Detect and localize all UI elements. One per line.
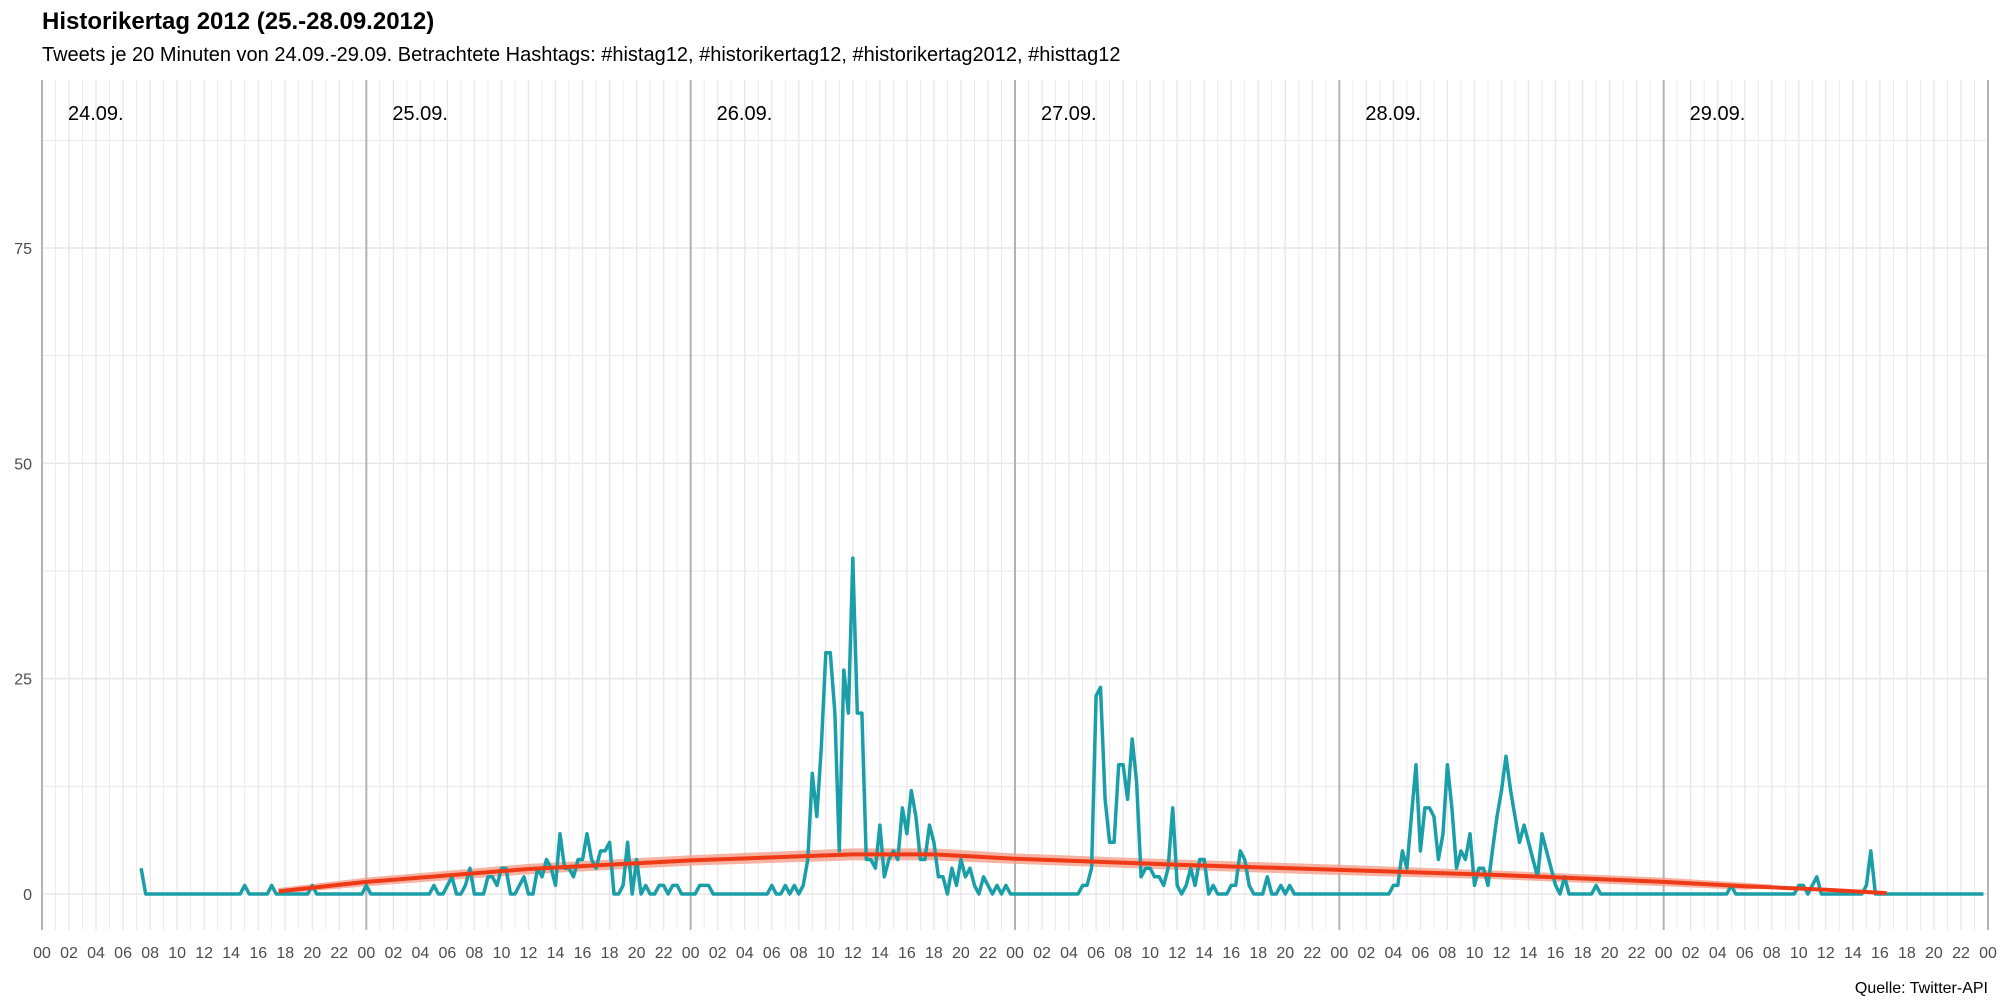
x-tick-label: 20 (1925, 945, 1943, 962)
x-tick-label: 18 (1249, 945, 1267, 962)
x-tick-label: 16 (574, 945, 592, 962)
x-tick-label: 14 (1520, 945, 1538, 962)
x-tick-label: 14 (222, 945, 240, 962)
x-tick-label: 14 (1195, 945, 1213, 962)
y-axis: 0 25 50 75 (14, 241, 32, 904)
x-tick-label: 10 (1790, 945, 1808, 962)
x-tick-label: 10 (1141, 945, 1159, 962)
x-tick-label: 04 (736, 945, 754, 962)
x-tick-label: 12 (844, 945, 862, 962)
x-tick-label: 08 (1439, 945, 1457, 962)
x-tick-label: 06 (1412, 945, 1430, 962)
trend-lines (278, 852, 1887, 896)
x-tick-label: 04 (1709, 945, 1727, 962)
day-label: 24.09. (68, 103, 124, 125)
x-tick-label: 00 (33, 945, 51, 962)
chart-title: Historikertag 2012 (25.-28.09.2012) (42, 8, 435, 35)
x-tick-label: 22 (1952, 945, 1970, 962)
x-tick-label: 16 (1222, 945, 1240, 962)
y-tick-label: 0 (23, 887, 32, 904)
x-tick-label: 22 (1303, 945, 1321, 962)
day-label: 28.09. (1365, 103, 1421, 125)
x-tick-label: 00 (357, 945, 375, 962)
x-tick-label: 10 (817, 945, 835, 962)
x-tick-label: 16 (898, 945, 916, 962)
x-tick-label: 02 (1033, 945, 1051, 962)
x-tick-label: 12 (195, 945, 213, 962)
x-tick-label: 12 (520, 945, 538, 962)
x-tick-label: 08 (1763, 945, 1781, 962)
x-tick-label: 20 (303, 945, 321, 962)
x-tick-label: 22 (979, 945, 997, 962)
x-tick-label: 12 (1493, 945, 1511, 962)
x-tick-label: 04 (411, 945, 429, 962)
x-tick-label: 10 (1466, 945, 1484, 962)
x-tick-label: 00 (682, 945, 700, 962)
x-tick-label: 22 (1628, 945, 1646, 962)
x-tick-label: 18 (1898, 945, 1916, 962)
x-tick-label: 18 (925, 945, 943, 962)
x-tick-label: 02 (709, 945, 727, 962)
x-axis: 00 02 04 06 08 10 12 14 16 18 20 22 00 02 04 06 08 10 12 14… (33, 945, 1997, 962)
chart-subtitle: Tweets je 20 Minuten von 24.09.-29.09. B… (42, 44, 1121, 66)
day-label: 29.09. (1690, 103, 1746, 125)
x-tick-label: 22 (330, 945, 348, 962)
x-tick-label: 20 (1276, 945, 1294, 962)
x-tick-label: 18 (1574, 945, 1592, 962)
x-tick-label: 02 (384, 945, 402, 962)
day-labels: 24.09. 25.09. 26.09. 27.09. 28.09. 29.09. (68, 103, 1745, 125)
x-tick-label: 00 (1655, 945, 1673, 962)
x-tick-label: 08 (466, 945, 484, 962)
x-tick-label: 02 (1357, 945, 1375, 962)
day-label: 27.09. (1041, 103, 1097, 125)
x-tick-label: 16 (1871, 945, 1889, 962)
x-tick-label: 10 (168, 945, 186, 962)
x-tick-label: 00 (1006, 945, 1024, 962)
x-tick-label: 20 (628, 945, 646, 962)
x-tick-label: 16 (249, 945, 267, 962)
x-tick-label: 08 (790, 945, 808, 962)
x-tick-label: 00 (1979, 945, 1997, 962)
x-tick-label: 06 (1087, 945, 1105, 962)
trend-band (278, 848, 1772, 894)
trend-confidence-band (278, 848, 1772, 894)
y-tick-label: 25 (14, 672, 32, 689)
x-tick-label: 04 (87, 945, 105, 962)
x-tick-label: 14 (1844, 945, 1862, 962)
day-label: 25.09. (392, 103, 448, 125)
trend-line (278, 852, 1887, 896)
x-tick-label: 10 (493, 945, 511, 962)
x-tick-label: 04 (1060, 945, 1078, 962)
x-tick-label: 04 (1384, 945, 1402, 962)
x-tick-label: 20 (952, 945, 970, 962)
day-label: 26.09. (717, 103, 773, 125)
x-tick-label: 18 (276, 945, 294, 962)
x-tick-label: 14 (871, 945, 889, 962)
x-tick-label: 22 (655, 945, 673, 962)
x-tick-label: 06 (114, 945, 132, 962)
series-lines (139, 556, 1984, 896)
x-tick-label: 08 (141, 945, 159, 962)
source-caption: Quelle: Twitter-API (1854, 980, 1988, 997)
x-tick-label: 12 (1817, 945, 1835, 962)
x-tick-label: 00 (1330, 945, 1348, 962)
day-separators (41, 80, 1989, 930)
x-tick-label: 06 (439, 945, 457, 962)
y-tick-label: 50 (14, 456, 32, 473)
x-tick-label: 08 (1114, 945, 1132, 962)
x-tick-label: 02 (60, 945, 78, 962)
x-tick-label: 20 (1601, 945, 1619, 962)
x-tick-label: 02 (1682, 945, 1700, 962)
x-tick-label: 06 (1736, 945, 1754, 962)
y-tick-label: 75 (14, 241, 32, 258)
x-tick-label: 16 (1547, 945, 1565, 962)
x-tick-label: 14 (547, 945, 565, 962)
x-tick-label: 06 (763, 945, 781, 962)
series-line-tweets (139, 556, 1984, 896)
x-tick-label: 12 (1168, 945, 1186, 962)
x-tick-label: 18 (601, 945, 619, 962)
